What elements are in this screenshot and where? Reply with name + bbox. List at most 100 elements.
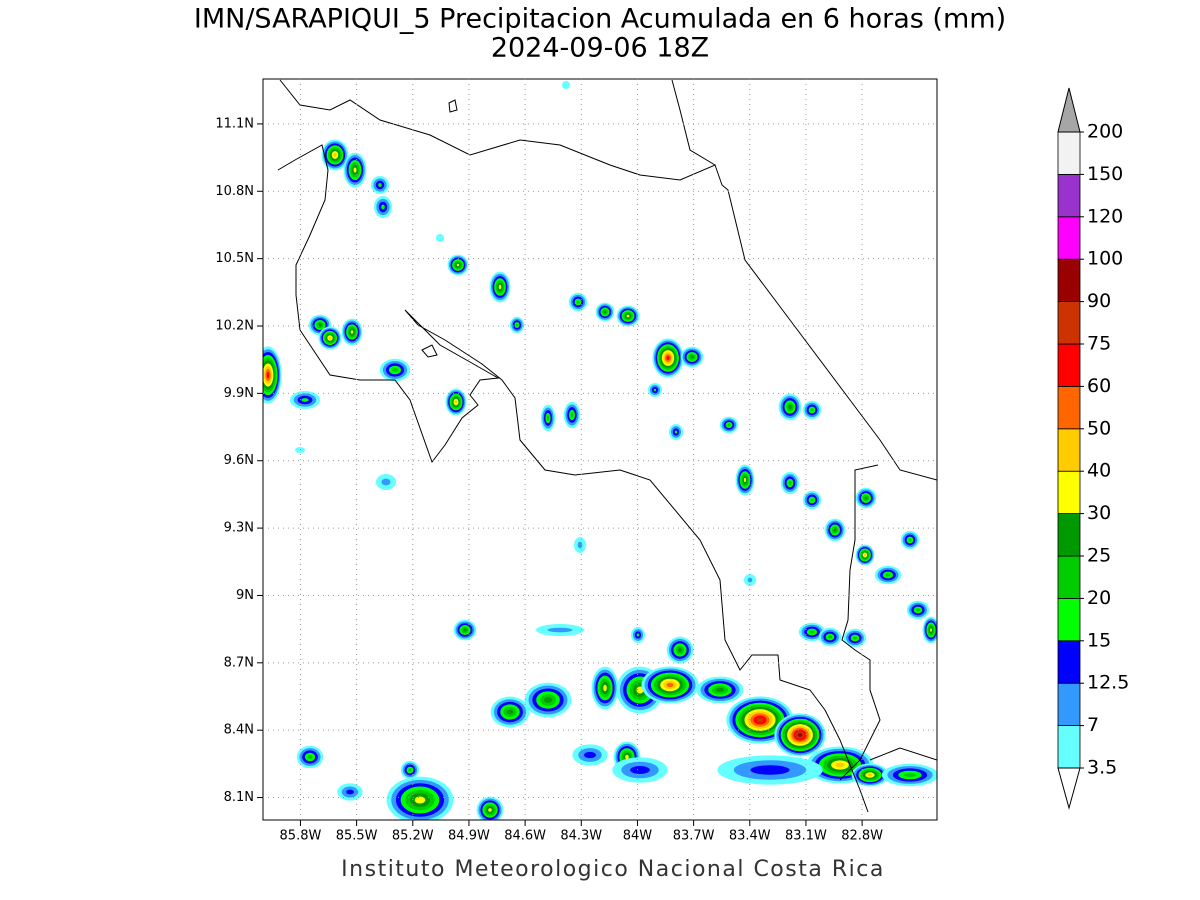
precip-cell (666, 682, 674, 688)
colorbar-segment (1057, 555, 1081, 599)
colorbar: 3.5 7 12.5 15 20 25 30 40 50 60 75 90 100 120 150 200 (1057, 87, 1129, 810)
precip-cell (743, 477, 747, 483)
precip-cell (715, 687, 725, 693)
precip-cell (833, 528, 837, 532)
colorbar-label: 90 (1087, 290, 1111, 312)
precip-cell (562, 81, 570, 89)
precip-cell (463, 628, 467, 632)
coastline (448, 99, 458, 113)
precip-cell (543, 697, 553, 703)
y-tick-label: 9N (236, 588, 254, 603)
credit: Instituto Meteorologico Nacional Costa R… (341, 857, 885, 882)
precip-cell (603, 684, 607, 692)
colorbar-segment (1057, 470, 1081, 515)
precip-cell (864, 496, 868, 500)
colorbar-label: 25 (1087, 545, 1111, 567)
y-tick-label: 8.1N (224, 790, 254, 805)
y-tick-label: 9.3N (224, 521, 254, 536)
colorbar-segment (1057, 343, 1081, 387)
x-tick-label: 85.2W (392, 829, 434, 844)
precip-cell (456, 263, 460, 267)
x-tick-label: 83.4W (729, 829, 771, 844)
colorbar-segment (1057, 428, 1081, 472)
precip-cell (547, 415, 549, 421)
precip-cell (853, 636, 857, 640)
precip-cell (381, 478, 391, 486)
precip-cell (301, 398, 309, 402)
precip-cell (788, 481, 792, 485)
precip-cell (414, 796, 426, 804)
precip-cell (903, 773, 917, 777)
colorbar-label: 7 (1087, 714, 1099, 736)
precip-cell (810, 498, 814, 502)
colorbar-segment (1057, 301, 1081, 345)
colorbar-label: 200 (1087, 121, 1123, 143)
x-tick-label: 83.1W (785, 829, 827, 844)
colorbar-label: 100 (1087, 248, 1123, 270)
precip-cell (577, 541, 583, 549)
y-tick-label: 10.8N (215, 184, 254, 199)
y-tick-label: 10.2N (215, 319, 254, 334)
coastline (421, 344, 438, 358)
x-tick-label: 84.6W (504, 829, 546, 844)
y-tick-label: 11.1N (215, 116, 254, 131)
colorbar-segment (1057, 385, 1081, 430)
precip-cell (506, 709, 514, 715)
precip-cell (454, 400, 458, 404)
colorbar-segment (1057, 131, 1081, 175)
colorbar-segment (1057, 598, 1081, 642)
precip-cell (626, 314, 630, 318)
precip-cell (908, 538, 912, 542)
precip-cell (756, 717, 764, 723)
precip-cell (547, 627, 573, 633)
precip-cell (690, 355, 694, 359)
precip-cell (810, 408, 814, 412)
colorbar-over (1057, 87, 1081, 133)
colorbar-segment (1057, 258, 1081, 303)
precip-cell (436, 234, 444, 242)
x-tick-label: 85.8W (280, 829, 322, 844)
border (839, 464, 881, 781)
y-tick-label: 8.4N (224, 723, 254, 738)
precip-cell (916, 608, 920, 612)
precip-cell (318, 323, 322, 327)
precip-cell (636, 633, 640, 637)
colorbar-segment (1057, 640, 1081, 684)
precip-cell (828, 635, 832, 639)
precip-cell (727, 423, 731, 427)
precip-cell (603, 310, 607, 314)
precip-cell (576, 300, 580, 304)
precip-cell (636, 686, 644, 694)
colorbar-label: 3.5 (1087, 757, 1117, 779)
precip-cell (674, 430, 678, 434)
coastline (869, 747, 937, 761)
precip-cell (266, 371, 270, 379)
precip-cell (488, 808, 492, 812)
colorbar-label: 150 (1087, 163, 1123, 185)
colorbar-under (1057, 767, 1081, 810)
precip-cell (381, 204, 385, 210)
precip-cell (666, 355, 670, 361)
colorbar-segment (1057, 216, 1081, 260)
precipitation-field (263, 81, 937, 820)
x-tick-label: 84.3W (560, 829, 602, 844)
y-tick-label: 8.7N (224, 655, 254, 670)
precip-cell (346, 789, 354, 795)
colorbar-label: 60 (1087, 375, 1111, 397)
colorbar-label: 75 (1087, 333, 1111, 355)
x-tick-label: 85.5W (336, 829, 378, 844)
precip-cell (864, 553, 866, 557)
coastline (671, 79, 716, 166)
x-tick-label: 84W (623, 829, 653, 844)
precip-cell (570, 412, 574, 418)
colorbar-label: 20 (1087, 587, 1111, 609)
precip-cell (378, 183, 382, 187)
y-tick-label: 9.6N (224, 453, 254, 468)
precip-cell (797, 733, 803, 737)
x-tick-label: 83.7W (673, 829, 715, 844)
coastline (279, 79, 937, 481)
y-tick-label: 10.5N (215, 251, 254, 266)
precip-cell (809, 630, 815, 634)
precip-cell (625, 754, 629, 760)
